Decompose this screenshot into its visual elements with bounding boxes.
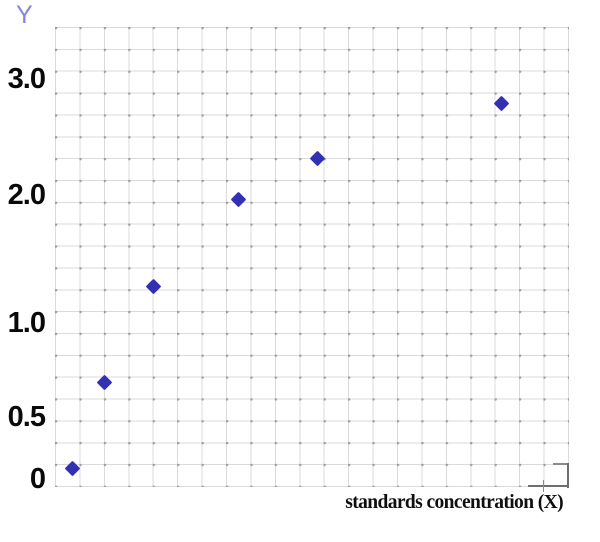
y-axis-label: Y: [16, 1, 33, 29]
y-tick-label: 0.5: [7, 401, 46, 433]
axis-corner-mark: [553, 463, 569, 465]
axis-corner-mark: [567, 463, 569, 488]
plot-area: [55, 27, 569, 487]
y-tick-label: 2.0: [7, 179, 46, 211]
x-axis-label: standards concentration (X): [345, 492, 563, 513]
y-tick-label: 0: [29, 463, 46, 495]
axis-corner-mark: [543, 480, 544, 492]
axis-corner-mark: [528, 485, 569, 487]
y-tick-label: 1.0: [7, 307, 46, 339]
y-tick-label: 3.0: [7, 63, 46, 95]
